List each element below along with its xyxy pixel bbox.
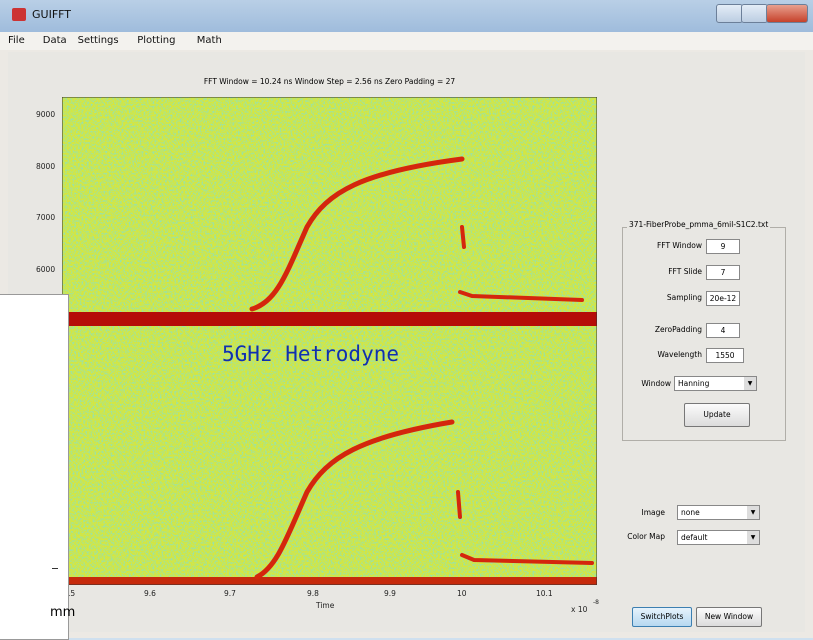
x-exponent: -8 <box>593 599 599 606</box>
image-label: Image <box>595 508 665 517</box>
x-tick-label: 10 <box>457 589 467 598</box>
y-tick-label: 9000 <box>36 110 55 119</box>
x-tick-label: 10.1 <box>536 589 553 598</box>
menu-item[interactable]: Math <box>197 35 222 46</box>
new-window-button[interactable]: New Window <box>696 607 762 627</box>
window-label: Window <box>601 379 671 388</box>
window-select[interactable]: Hanning ▼ <box>674 376 757 391</box>
screen: {"window":{"title":"GUIFFT","menu":["Fil… <box>0 0 813 638</box>
annotation: 5GHz Hetrodyne <box>222 342 399 366</box>
x-tick-label: 9.7 <box>224 589 236 598</box>
x-tick-label: 9.8 <box>307 589 319 598</box>
colormap-select[interactable]: default ▼ <box>677 530 760 545</box>
title-bar <box>0 0 813 32</box>
field-input[interactable]: 9 <box>706 239 740 254</box>
menu-bar: File Data Settings Plotting Math <box>0 32 813 50</box>
y-tick-label: 8000 <box>36 162 55 171</box>
overlay-card <box>0 294 69 640</box>
field-label: FFT Window <box>632 241 702 250</box>
update-button[interactable]: Update <box>684 403 750 427</box>
noise <box>62 97 597 585</box>
menu-item[interactable]: File <box>8 35 25 46</box>
x-tick-label: 9.9 <box>384 589 396 598</box>
colormap-value: default <box>681 533 707 542</box>
menu-item[interactable]: Data <box>43 35 67 46</box>
field-input[interactable]: 20e-12 <box>706 291 740 306</box>
menu-item[interactable]: Plotting <box>137 35 175 46</box>
switch-plots-button[interactable]: SwitchPlots <box>632 607 692 627</box>
bottom-band <box>62 577 597 585</box>
carrier-band <box>62 312 597 326</box>
x-label: Time <box>316 601 334 610</box>
field-label: ZeroPadding <box>632 325 702 334</box>
dropdown-arrow: ▼ <box>747 531 759 544</box>
minimize[interactable] <box>716 4 743 23</box>
dropdown-arrow: ▼ <box>744 377 756 390</box>
y-tick-label: 7000 <box>36 213 55 222</box>
overlay-text: mm <box>50 605 75 620</box>
field-input[interactable]: 1550 <box>706 348 744 363</box>
close[interactable] <box>766 4 808 23</box>
plot-title: FFT Window = 10.24 ns Window Step = 2.56… <box>62 77 597 86</box>
panel-title: 371-FiberProbe_pmma_6mil-S1C2.txt <box>627 220 770 229</box>
x-exponent-base: x 10 <box>571 605 587 614</box>
window-value: Hanning <box>678 379 709 388</box>
image-value: none <box>681 508 700 517</box>
image-select[interactable]: none ▼ <box>677 505 760 520</box>
field-label: Sampling <box>632 293 702 302</box>
field-input[interactable]: 7 <box>706 265 740 280</box>
spectrogram <box>62 97 597 585</box>
x-tick-label: 9.6 <box>144 589 156 598</box>
field-label: Wavelength <box>632 350 702 359</box>
app-icon <box>12 8 26 21</box>
dropdown-arrow: ▼ <box>747 506 759 519</box>
y-tick-label: 6000 <box>36 265 55 274</box>
x-tick-label: .5 <box>68 589 75 598</box>
overlay-dash <box>52 568 58 569</box>
field-label: FFT Slide <box>632 267 702 276</box>
menu-item[interactable]: Settings <box>78 35 119 46</box>
field-input[interactable]: 4 <box>706 323 740 338</box>
colormap-label: Color Map <box>595 532 665 541</box>
window-title: GUIFFT <box>32 8 71 21</box>
maximize[interactable] <box>741 4 768 23</box>
